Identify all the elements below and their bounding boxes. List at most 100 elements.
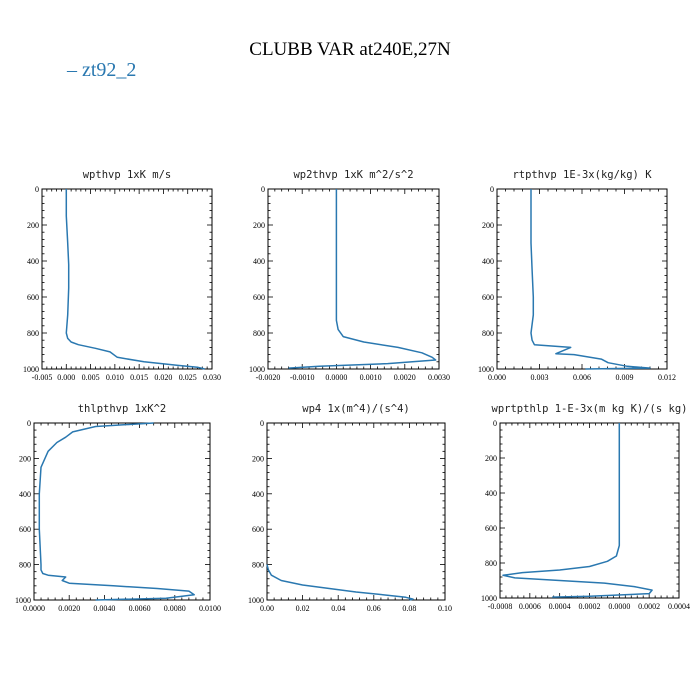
x-tick-label: 0.0040 (93, 604, 115, 613)
x-tick-label: 0.10 (438, 604, 452, 613)
y-tick-label: 1000 (481, 594, 497, 603)
y-tick-label: 1000 (15, 596, 31, 605)
series-line (530, 189, 651, 370)
x-tick-label: 0.015 (130, 373, 148, 382)
x-tick-label: 0.0000 (608, 602, 630, 611)
panel-5: wp4 1x(m^4)/(s^4) 0.00 0.02 0.04 0.06 0.08 0.1… (248, 403, 452, 613)
y-tick-label: 200 (485, 454, 497, 463)
y-tick-label: 0 (260, 419, 264, 428)
x-tick-label: 0.0000 (23, 604, 45, 613)
x-tick-label: -0.0008 (488, 602, 513, 611)
x-tick-label: 0.0030 (428, 373, 450, 382)
y-tick-label: 200 (482, 221, 494, 230)
x-tick-label: 0.0006 (519, 602, 541, 611)
x-tick-label: 0.0010 (360, 373, 382, 382)
figure-title: CLUBB VAR at240E,27N (249, 39, 451, 60)
y-tick-label: 200 (19, 454, 31, 463)
x-tick-label: 0.04 (331, 604, 345, 613)
x-tick-label: 0.0000 (325, 373, 347, 382)
series-line (38, 422, 195, 601)
y-tick-label: 800 (27, 329, 39, 338)
panel-title: thlpthvp 1xK^2 (78, 403, 167, 415)
plot-frame (266, 422, 446, 601)
y-tick-label: 400 (482, 257, 494, 266)
y-tick-label: 200 (253, 221, 265, 230)
panel-1: wpthvp 1xK m/s -0.005 0.000 0.005 0.010 0.015… (23, 169, 221, 382)
y-tick-label: 600 (485, 524, 497, 533)
y-tick-label: 800 (19, 561, 31, 570)
x-tick-label: 0.009 (616, 373, 634, 382)
series-line (266, 564, 414, 601)
y-tick-label: 600 (253, 293, 265, 302)
x-tick-label: 0.020 (154, 373, 172, 382)
x-tick-label: 0.010 (106, 373, 124, 382)
x-tick-label: 0.06 (367, 604, 381, 613)
y-tick-label: 600 (27, 293, 39, 302)
y-tick-label: 0 (35, 185, 39, 194)
x-tick-label: 0.012 (658, 373, 676, 382)
panel-title: wpthvp 1xK m/s (83, 169, 172, 181)
x-tick-label: 0.005 (82, 373, 100, 382)
x-tick-label: 0.08 (402, 604, 416, 613)
plot-frame (33, 422, 211, 601)
y-tick-label: 800 (253, 329, 265, 338)
y-tick-label: 600 (482, 293, 494, 302)
plot-frame (496, 188, 668, 370)
y-tick-label: 600 (252, 525, 264, 534)
x-tick-label: 0.000 (57, 373, 75, 382)
x-tick-label: 0.0020 (58, 604, 80, 613)
panels: wpthvp 1xK m/s-0.005 0.000 0.005 0.010 0.015… (15, 169, 690, 613)
y-tick-label: 600 (19, 525, 31, 534)
x-tick-label: 0.003 (531, 373, 549, 382)
x-tick-label: 0.000 (488, 373, 506, 382)
y-tick-label: 400 (485, 489, 497, 498)
panel-6: wprtpthlp 1-E-3x(m kg K)/(s kg) -0.0008 0.… (481, 403, 690, 611)
panel-title: wp4 1x(m^4)/(s^4) (302, 403, 409, 415)
x-tick-label: 0.025 (179, 373, 197, 382)
plot-frame (267, 188, 440, 370)
y-tick-label: 0 (493, 419, 497, 428)
y-tick-label: 400 (19, 490, 31, 499)
panel-2: wp2thvp 1xK m^2/s^2 -0.0020 -0.0010 0.0000 0… (249, 169, 450, 382)
series-line (65, 189, 205, 370)
y-tick-label: 800 (252, 561, 264, 570)
x-tick-label: -0.0020 (256, 373, 281, 382)
panel-title: rtpthvp 1E-3x(kg/kg) K (512, 169, 652, 181)
x-tick-label: 0.00 (260, 604, 274, 613)
y-tick-label: 0 (261, 185, 265, 194)
x-tick-label: 0.0004 (668, 602, 690, 611)
legend-entry: – zt92_2 (66, 59, 136, 81)
panel-4: thlpthvp 1xK^2 0.0000 0.0020 0.0040 0.0060 0.… (15, 403, 221, 613)
x-tick-label: 0.0002 (579, 602, 601, 611)
x-tick-label: 0.0002 (638, 602, 660, 611)
y-tick-label: 800 (482, 329, 494, 338)
y-tick-label: 1000 (248, 596, 264, 605)
x-tick-label: 0.030 (203, 373, 221, 382)
y-tick-label: 400 (27, 257, 39, 266)
y-tick-label: 200 (27, 221, 39, 230)
x-tick-label: 0.0060 (129, 604, 151, 613)
x-tick-label: 0.02 (296, 604, 310, 613)
x-tick-label: 0.006 (573, 373, 591, 382)
x-tick-label: -0.005 (32, 373, 53, 382)
panel-title: wprtpthlp 1-E-3x(m kg K)/(s kg) (492, 403, 688, 415)
series-line (288, 189, 437, 369)
y-tick-label: 0 (490, 185, 494, 194)
panel-title: wp2thvp 1xK m^2/s^2 (293, 169, 413, 181)
x-tick-label: 0.0004 (549, 602, 571, 611)
y-tick-label: 400 (252, 490, 264, 499)
panel-3: rtpthvp 1E-3x(kg/kg) K 0.000 0.003 0.006 0.0… (478, 169, 676, 382)
y-tick-label: 0 (27, 419, 31, 428)
x-tick-label: 0.0020 (394, 373, 416, 382)
y-tick-label: 200 (252, 454, 264, 463)
x-tick-label: 0.0080 (164, 604, 186, 613)
series-line (502, 423, 653, 598)
y-tick-label: 1000 (249, 365, 265, 374)
y-tick-label: 1000 (23, 365, 39, 374)
x-tick-label: -0.0010 (290, 373, 315, 382)
x-tick-label: 0.0100 (199, 604, 221, 613)
y-tick-label: 400 (253, 257, 265, 266)
legend-label: zt92_2 (82, 59, 136, 81)
y-tick-label: 1000 (478, 365, 494, 374)
